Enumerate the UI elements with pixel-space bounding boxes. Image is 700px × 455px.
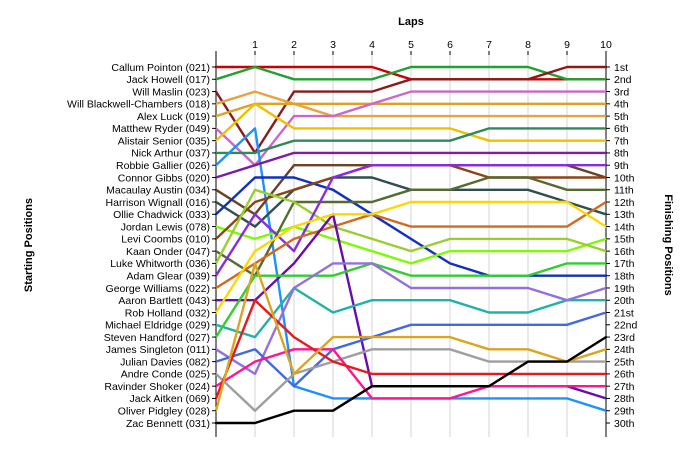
finish-position-label: 28th xyxy=(614,393,635,405)
finish-position-label: 21st xyxy=(614,307,634,319)
finish-position-label: 20th xyxy=(614,295,635,307)
series-line-29 xyxy=(214,335,608,425)
series-line-9 xyxy=(214,151,608,179)
series-line-13 xyxy=(214,225,608,265)
series-line-22 xyxy=(214,262,608,339)
series-line-4 xyxy=(214,102,608,118)
driver-name-label: Michael Eldridge (029) xyxy=(105,320,210,332)
driver-name-label: Harrison Wignall (016) xyxy=(106,197,210,209)
driver-name-label: Andre Conde (025) xyxy=(121,369,210,381)
driver-name-label: Levi Coombs (010) xyxy=(121,234,210,246)
finish-position-label: 2nd xyxy=(614,74,632,86)
driver-name-label: Adam Glear (039) xyxy=(127,270,210,282)
series-line-28 xyxy=(214,262,608,412)
finish-position-label: 3rd xyxy=(614,86,629,98)
series-line-5 xyxy=(214,90,608,167)
series-line-27 xyxy=(214,299,608,400)
finish-position-label: 7th xyxy=(614,135,629,147)
finish-position-label: 25th xyxy=(614,356,635,368)
finish-position-label: 29th xyxy=(614,406,635,418)
driver-name-label: Steven Handford (027) xyxy=(104,332,210,344)
finish-position-label: 10th xyxy=(614,172,635,184)
driver-name-label: Callum Pointon (021) xyxy=(111,62,210,74)
series-line-12 xyxy=(214,176,608,277)
finish-position-label: 4th xyxy=(614,99,629,111)
driver-name-label: Matthew Ryder (049) xyxy=(112,123,210,135)
driver-name-label: Ollie Chadwick (033) xyxy=(113,209,210,221)
series-line-3 xyxy=(214,90,608,118)
finish-position-label: 13th xyxy=(614,209,635,221)
series-line-1 xyxy=(214,65,608,81)
finish-position-label: 18th xyxy=(614,270,635,282)
finish-position-label: 14th xyxy=(614,221,635,233)
driver-name-label: Ravinder Shoker (024) xyxy=(104,381,210,393)
series-line-17 xyxy=(214,163,608,277)
driver-name-label: Luke Whitworth (036) xyxy=(110,258,210,270)
finish-position-label: 27th xyxy=(614,381,635,393)
driver-name-label: Julian Davies (082) xyxy=(120,356,210,368)
driver-name-label: Alistair Senior (035) xyxy=(118,135,210,147)
finish-position-label: 26th xyxy=(614,369,635,381)
x-tick-label: 4 xyxy=(369,39,375,51)
series-line-24 xyxy=(214,311,608,388)
finish-position-label: 6th xyxy=(614,123,629,135)
finish-position-label: 16th xyxy=(614,246,635,258)
x-tick-label: 7 xyxy=(486,39,492,51)
y-axis-title-right: Finishing Positions xyxy=(662,194,674,295)
finish-position-label: 15th xyxy=(614,234,635,246)
finish-position-label: 22nd xyxy=(614,320,638,332)
finish-position-label: 24th xyxy=(614,344,635,356)
y-axis-title-left: Starting Positions xyxy=(23,198,35,292)
x-tick-label: 2 xyxy=(291,39,297,51)
finish-position-label: 9th xyxy=(614,160,629,172)
driver-name-label: Connor Gibbs (020) xyxy=(118,172,210,184)
series-line-16 xyxy=(214,188,608,265)
driver-name-label: Will Blackwell-Chambers (018) xyxy=(67,99,210,111)
driver-name-label: James Singleton (011) xyxy=(106,344,210,356)
x-tick-label: 1 xyxy=(252,39,258,51)
driver-name-label: Macaulay Austin (034) xyxy=(106,185,210,197)
driver-name-label: Rob Holland (032) xyxy=(125,307,210,319)
driver-name-label: Robbie Gallier (026) xyxy=(116,160,210,172)
driver-name-label: Alex Luck (019) xyxy=(137,111,210,123)
finish-position-label: 11th xyxy=(614,185,634,197)
driver-name-label: Oliver Pidgley (028) xyxy=(118,406,210,418)
finish-position-label: 12th xyxy=(614,197,635,209)
x-tick-label: 6 xyxy=(447,39,453,51)
driver-name-label: Kaan Onder (047) xyxy=(126,246,210,258)
x-tick-label: 5 xyxy=(408,39,414,51)
finish-position-label: 30th xyxy=(614,418,635,430)
x-tick-label: 9 xyxy=(564,39,570,51)
series-line-20 xyxy=(214,200,608,314)
x-axis-title: Laps xyxy=(398,16,424,28)
driver-name-label: Jordan Lewis (078) xyxy=(121,221,210,233)
series-line-21 xyxy=(214,286,608,339)
driver-name-label: Zac Bennett (031) xyxy=(126,418,210,430)
series-line-15 xyxy=(214,176,608,277)
finish-position-label: 1st xyxy=(614,62,628,74)
driver-name-label: George Williams (022) xyxy=(106,283,210,295)
finish-position-label: 5th xyxy=(614,111,629,123)
x-tick-label: 3 xyxy=(330,39,336,51)
series-line-18 xyxy=(214,200,608,290)
driver-name-label: Will Maslin (023) xyxy=(132,86,210,98)
series-line-23 xyxy=(214,262,608,376)
finish-position-label: 23rd xyxy=(614,332,635,344)
x-tick-label: 10 xyxy=(600,39,612,51)
series-line-6 xyxy=(214,102,608,142)
x-tick-label: 8 xyxy=(525,39,531,51)
series-line-7 xyxy=(214,127,608,155)
driver-name-label: Jack Howell (017) xyxy=(127,74,210,86)
finish-position-label: 8th xyxy=(614,148,629,160)
driver-name-label: Nick Arthur (037) xyxy=(131,148,210,160)
finish-position-label: 17th xyxy=(614,258,635,270)
finish-position-label: 19th xyxy=(614,283,635,295)
driver-name-label: Jack Aitken (069) xyxy=(129,393,210,405)
series-line-26 xyxy=(214,348,608,400)
driver-name-label: Aaron Bartlett (043) xyxy=(118,295,210,307)
series-line-2 xyxy=(214,65,608,155)
